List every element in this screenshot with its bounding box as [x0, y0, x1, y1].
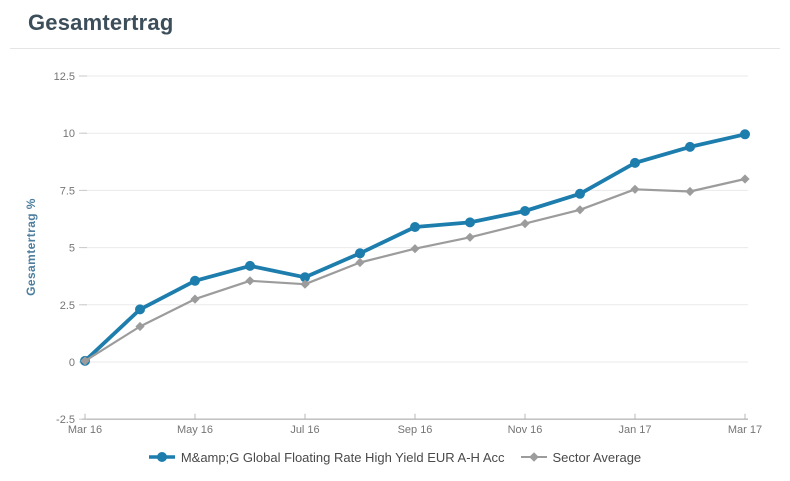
- sector-legend-diamond: [528, 452, 539, 462]
- x-tick-label: May 16: [177, 424, 213, 436]
- fund-data-point[interactable]: [135, 304, 145, 315]
- sector-data-point[interactable]: [410, 244, 420, 254]
- fund-data-point[interactable]: [520, 206, 530, 216]
- fund-data-point[interactable]: [355, 248, 365, 259]
- sector-data-point[interactable]: [135, 321, 145, 332]
- y-tick-label: 5: [69, 243, 75, 255]
- fund-data-point[interactable]: [190, 275, 200, 286]
- x-tick-label: Jan 17: [618, 424, 651, 436]
- y-tick-label: 2.5: [60, 300, 75, 312]
- fund-legend-circle: [156, 452, 167, 462]
- x-tick-label: Sep 16: [398, 424, 433, 436]
- fund-data-point[interactable]: [630, 157, 640, 168]
- x-tick-label: Jul 16: [290, 424, 319, 436]
- fund-data-point[interactable]: [465, 217, 475, 228]
- page-title: Gesamtertrag: [28, 10, 174, 35]
- y-axis-title: Gesamtertrag %: [24, 198, 38, 296]
- sector-data-point[interactable]: [80, 356, 90, 366]
- sector-data-point[interactable]: [520, 219, 530, 229]
- sector-line-marker-icon: [520, 452, 547, 462]
- sector-legend-label: Sector Average: [552, 449, 642, 465]
- sector-data-point[interactable]: [685, 186, 695, 197]
- sector-data-point[interactable]: [575, 205, 585, 215]
- sector-data-point[interactable]: [630, 184, 640, 194]
- y-tick-label: 10: [63, 128, 75, 140]
- x-tick-label: Mar 16: [68, 424, 102, 436]
- sector-data-point[interactable]: [300, 279, 310, 289]
- fund-data-point[interactable]: [740, 129, 750, 140]
- fund-data-point[interactable]: [410, 222, 420, 232]
- header-divider: [10, 48, 780, 49]
- y-tick-label: 7.5: [60, 185, 75, 197]
- fund-data-point[interactable]: [245, 260, 255, 271]
- sector-data-point[interactable]: [245, 276, 255, 286]
- fund-legend-label: M&amp;G Global Floating Rate High Yield …: [180, 449, 505, 465]
- fund-line-marker-icon: [148, 452, 175, 462]
- fund-data-point[interactable]: [575, 188, 585, 199]
- fund-data-point[interactable]: [685, 141, 695, 152]
- sector-data-point[interactable]: [465, 232, 475, 242]
- legend-item-fund[interactable]: M&amp;G Global Floating Rate High Yield …: [148, 449, 505, 465]
- x-tick-label: Nov 16: [508, 424, 543, 436]
- sector-data-point[interactable]: [190, 294, 200, 304]
- sector-data-point[interactable]: [740, 174, 750, 184]
- y-tick-label: -2.5: [56, 414, 75, 426]
- y-tick-label: 12.5: [54, 71, 75, 83]
- legend-item-sector-average[interactable]: Sector Average: [520, 449, 642, 465]
- sector-series-line: [83, 177, 747, 362]
- sector-data-point[interactable]: [355, 257, 365, 268]
- chart-legend: M&amp;G Global Floating Rate High Yield …: [0, 446, 790, 468]
- fund-data-point[interactable]: [300, 272, 310, 283]
- y-tick-label: 0: [69, 357, 75, 369]
- x-tick-label: Mar 17: [728, 424, 762, 436]
